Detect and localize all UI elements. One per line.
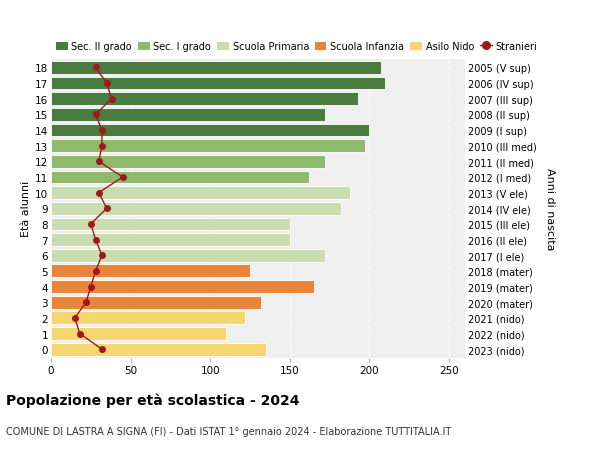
- Bar: [51, 124, 370, 137]
- Bar: [51, 280, 314, 293]
- Y-axis label: Età alunni: Età alunni: [21, 181, 31, 237]
- Legend: Sec. II grado, Sec. I grado, Scuola Primaria, Scuola Infanzia, Asilo Nido, Stran: Sec. II grado, Sec. I grado, Scuola Prim…: [56, 42, 537, 52]
- Bar: [51, 109, 325, 122]
- Bar: [51, 265, 250, 278]
- Bar: [51, 327, 226, 340]
- Bar: [51, 140, 365, 153]
- Bar: [51, 202, 341, 215]
- Bar: [51, 234, 290, 246]
- Bar: [51, 296, 261, 309]
- Bar: [51, 218, 290, 231]
- Bar: [51, 156, 325, 168]
- Bar: [51, 62, 380, 75]
- Bar: [51, 249, 325, 262]
- Text: COMUNE DI LASTRA A SIGNA (FI) - Dati ISTAT 1° gennaio 2024 - Elaborazione TUTTIT: COMUNE DI LASTRA A SIGNA (FI) - Dati IST…: [6, 426, 451, 436]
- Bar: [51, 93, 358, 106]
- Bar: [51, 78, 385, 90]
- Bar: [51, 312, 245, 325]
- Bar: [51, 343, 266, 356]
- Text: Popolazione per età scolastica - 2024: Popolazione per età scolastica - 2024: [6, 392, 299, 407]
- Y-axis label: Anni di nascita: Anni di nascita: [545, 168, 555, 250]
- Bar: [51, 187, 350, 200]
- Bar: [51, 171, 309, 184]
